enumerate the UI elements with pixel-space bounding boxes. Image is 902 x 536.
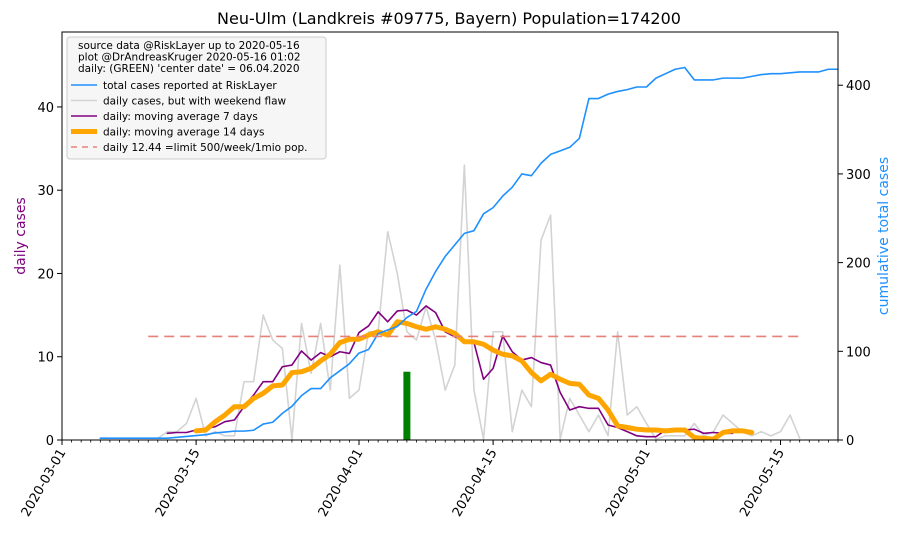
y-right-tick-label-3: 300 xyxy=(846,168,871,183)
plot-frame xyxy=(61,31,839,441)
center-date-bar xyxy=(403,371,411,440)
y-right-tick-label-1: 100 xyxy=(846,345,871,360)
legend-box xyxy=(66,36,327,160)
series-line-0 xyxy=(99,66,838,440)
legend-label-4: daily 12.44 =limit 500/week/1mio pop. xyxy=(103,142,308,154)
y-right-tick-label-2: 200 xyxy=(846,257,871,272)
legend-label-0: total cases reported at RiskLayer xyxy=(103,80,277,92)
y-left-tick-label-3: 30 xyxy=(37,184,54,199)
y-left-tick-label-2: 20 xyxy=(37,267,54,282)
legend-info-line-1: plot @DrAndreasKruger 2020-05-16 01:02 xyxy=(78,52,301,64)
y-axis-label-right: cumulative total cases xyxy=(876,157,892,315)
plot-area xyxy=(99,66,838,440)
y-axis-label-left: daily cases xyxy=(13,197,29,274)
series-line-2 xyxy=(166,305,734,438)
series-line-3 xyxy=(193,319,755,440)
legend-info-line-2: daily: (GREEN) 'center date' = 06.04.202… xyxy=(78,63,300,75)
legend: source data @RiskLayer up to 2020-05-16p… xyxy=(66,36,327,160)
legend-info-line-0: source data @RiskLayer up to 2020-05-16 xyxy=(78,40,300,52)
y-left-tick-label-1: 10 xyxy=(37,351,54,366)
y-left-tick-label-0: 0 xyxy=(46,434,54,449)
chart-title: Neu-Ulm (Landkreis #09775, Bayern) Popul… xyxy=(217,9,681,28)
y-right-tick-label-4: 400 xyxy=(846,79,871,94)
legend-label-1: daily cases, but with weekend flaw xyxy=(103,96,287,108)
legend-label-2: daily: moving average 7 days xyxy=(103,111,258,123)
y-left-tick-label-4: 40 xyxy=(37,101,54,116)
y-right-tick-label-0: 0 xyxy=(846,434,854,449)
legend-label-3: daily: moving average 14 days xyxy=(103,127,265,139)
